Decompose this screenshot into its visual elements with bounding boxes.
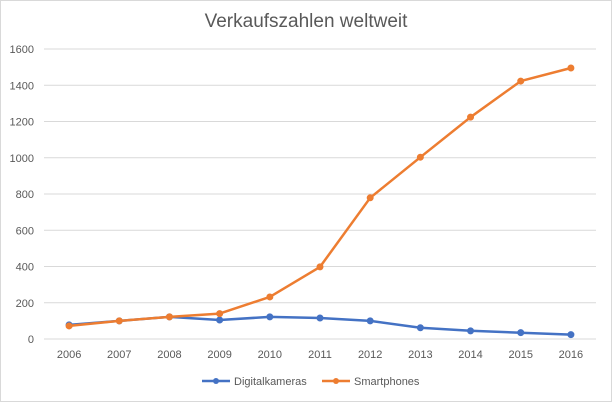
legend-marker-smartphones: [333, 378, 339, 384]
legend: Digitalkameras Smartphones: [202, 376, 420, 388]
x-tick-label: 2010: [258, 349, 282, 361]
x-tick-label: 2013: [408, 349, 432, 361]
data-point-digitalkameras: [316, 314, 324, 322]
data-point-digitalkameras: [416, 324, 424, 332]
y-tick-label: 1400: [10, 80, 34, 92]
series-lines: [65, 64, 575, 339]
legend-label-digitalkameras: Digitalkameras: [234, 376, 307, 388]
data-point-smartphones: [115, 317, 123, 325]
legend-label-smartphones: Smartphones: [354, 376, 420, 388]
x-tick-label: 2011: [308, 349, 332, 361]
x-tick-label: 2009: [207, 349, 231, 361]
data-point-digitalkameras: [567, 331, 575, 339]
x-tick-label: 2012: [358, 349, 382, 361]
gridlines: [44, 48, 596, 340]
y-tick-label: 1600: [10, 44, 34, 56]
data-point-digitalkameras: [517, 329, 525, 337]
x-tick-label: 2015: [508, 349, 532, 361]
series-line-smartphones: [67, 66, 573, 328]
y-axis-ticks: 0 200 400 600 800 1000 1200 1400 1600: [10, 44, 34, 346]
data-point-smartphones: [366, 194, 374, 202]
y-tick-label: 200: [16, 298, 34, 310]
x-tick-label: 2006: [57, 349, 81, 361]
y-tick-label: 1000: [10, 153, 34, 165]
data-point-digitalkameras: [266, 313, 274, 321]
x-tick-label: 2016: [559, 349, 583, 361]
data-point-digitalkameras: [366, 317, 374, 325]
data-point-smartphones: [467, 113, 475, 121]
series-smartphones: [65, 64, 575, 330]
data-point-smartphones: [266, 293, 274, 301]
data-point-smartphones: [316, 263, 324, 271]
data-point-digitalkameras: [467, 327, 475, 335]
data-point-smartphones: [165, 313, 173, 321]
data-point-smartphones: [216, 310, 224, 318]
x-tick-label: 2008: [157, 349, 181, 361]
legend-item-smartphones: Smartphones: [322, 376, 420, 388]
y-tick-label: 0: [28, 334, 34, 346]
y-tick-label: 800: [16, 189, 34, 201]
y-tick-label: 400: [16, 262, 34, 274]
y-tick-label: 1200: [10, 117, 34, 129]
series-digitalkameras: [65, 313, 575, 339]
data-point-smartphones: [567, 64, 575, 72]
data-point-smartphones: [65, 322, 73, 330]
chart-title: Verkaufszahlen weltweit: [205, 11, 408, 32]
data-point-smartphones: [517, 77, 525, 85]
x-axis-ticks: 2006 2007 2008 2009 2010 2011 2012 2013 2014 2015…: [57, 349, 583, 361]
legend-marker-digitalkameras: [213, 378, 219, 384]
legend-item-digitalkameras: Digitalkameras: [202, 376, 307, 388]
x-tick-label: 2007: [107, 349, 131, 361]
y-tick-label: 600: [16, 225, 34, 237]
data-point-digitalkameras: [216, 316, 224, 324]
data-point-smartphones: [416, 153, 424, 161]
x-tick-label: 2014: [458, 349, 482, 361]
